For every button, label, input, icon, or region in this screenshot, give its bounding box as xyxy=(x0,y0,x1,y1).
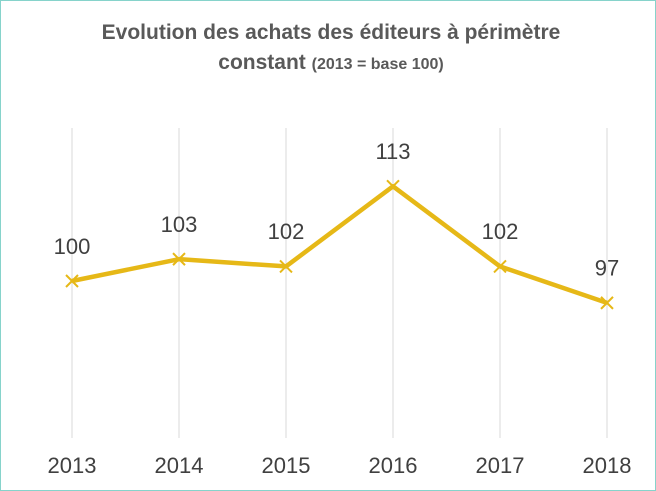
x-tick-label: 2018 xyxy=(583,453,632,478)
data-label: 100 xyxy=(54,234,91,259)
x-tick-label: 2016 xyxy=(369,453,418,478)
chart-subtitle: (2013 = base 100) xyxy=(311,56,444,73)
data-label: 102 xyxy=(482,219,519,244)
chart-title-block: Evolution des achats des éditeurs à péri… xyxy=(61,18,601,80)
point-marker xyxy=(279,259,293,274)
x-tick-label: 2014 xyxy=(155,453,204,478)
data-label: 113 xyxy=(375,139,410,164)
point-marker xyxy=(600,296,614,310)
x-tick-label: 2017 xyxy=(476,453,525,478)
point-marker xyxy=(386,179,400,193)
series-line xyxy=(71,184,608,305)
x-tick-label: 2015 xyxy=(262,453,311,478)
x-tick-label: 2013 xyxy=(48,453,97,478)
data-label: 102 xyxy=(268,219,305,244)
chart-title: Evolution des achats des éditeurs à péri… xyxy=(101,21,561,74)
point-marker xyxy=(65,274,79,288)
data-label: 103 xyxy=(161,212,198,237)
data-label: 97 xyxy=(595,256,619,281)
point-marker xyxy=(172,252,186,266)
point-marker xyxy=(493,259,507,274)
